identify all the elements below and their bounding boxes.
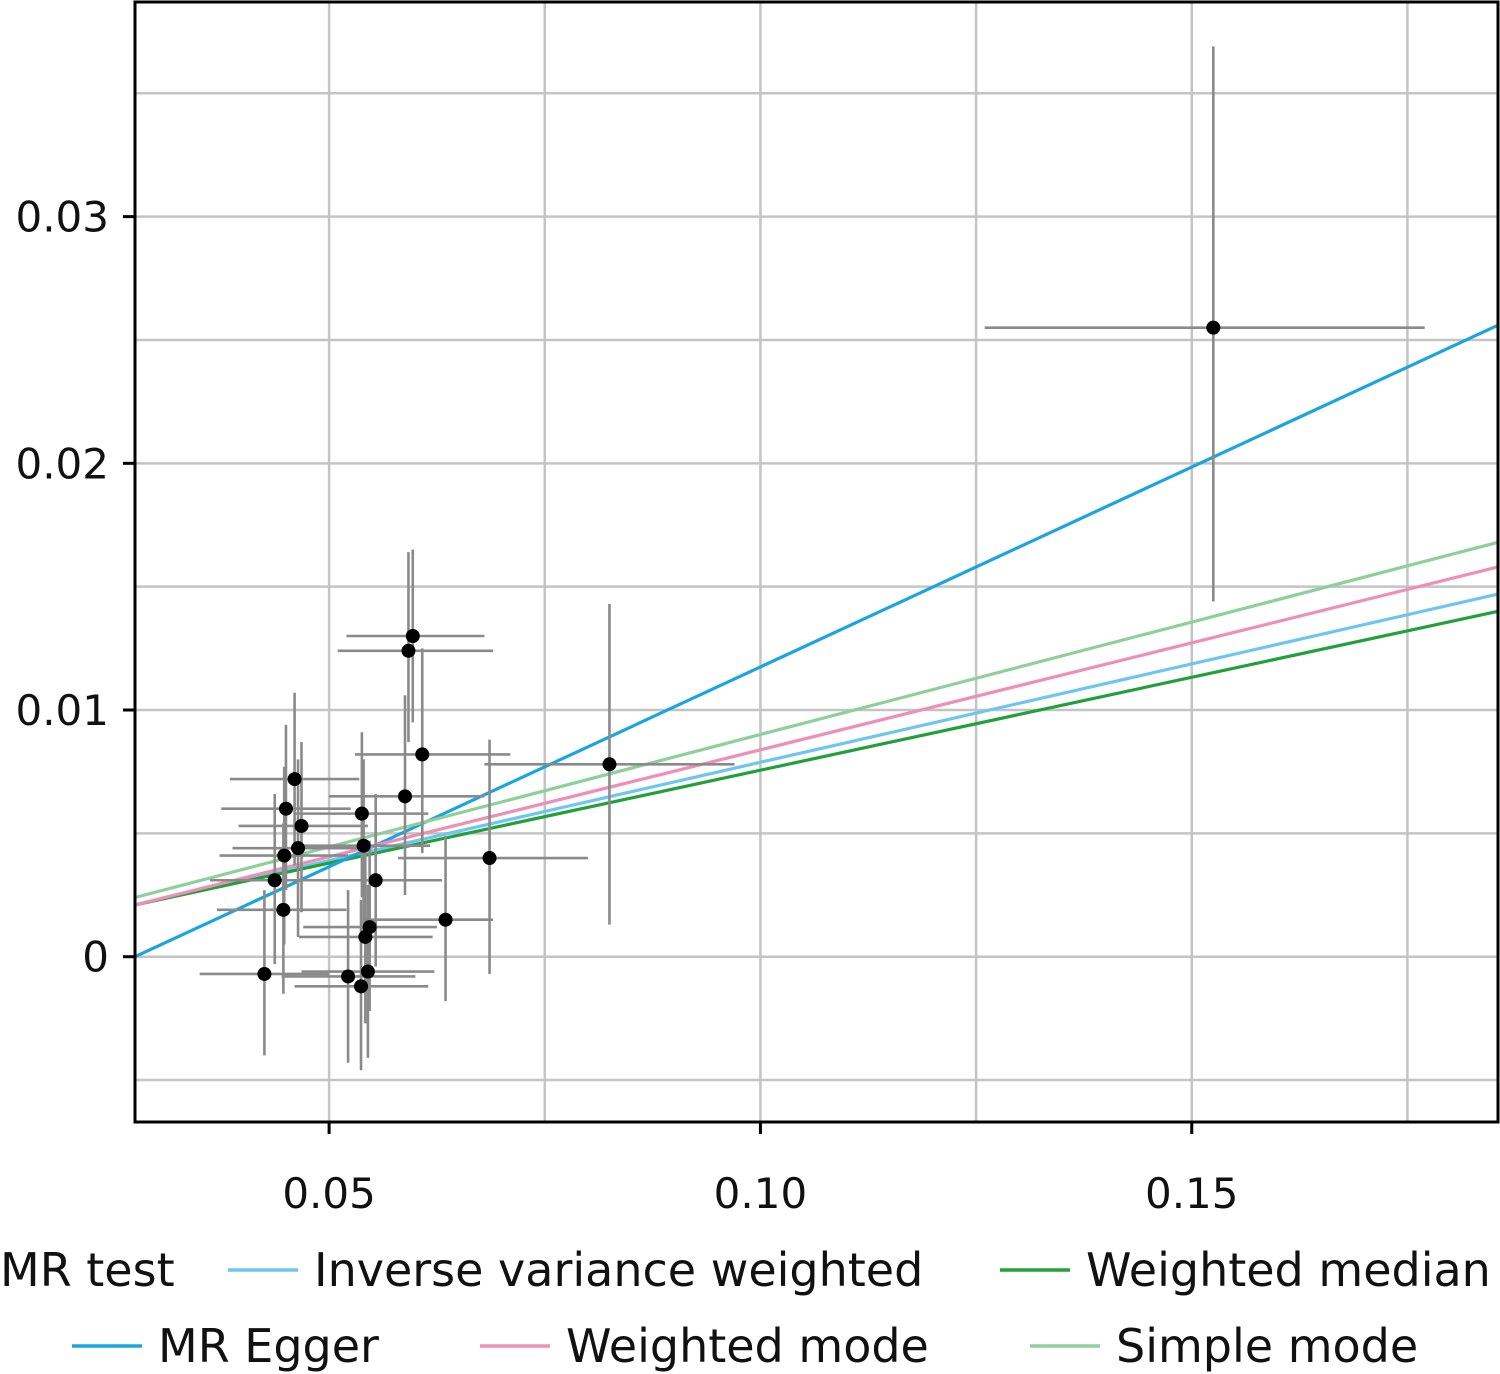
x-tick-label: 0.10 — [714, 1169, 808, 1218]
data-point — [356, 838, 371, 853]
data-point — [1206, 320, 1221, 335]
legend-label-inverse-variance-weighted: Inverse variance weighted — [314, 1243, 923, 1297]
legend-label-weighted-mode: Weighted mode — [566, 1319, 929, 1373]
data-point — [294, 818, 309, 833]
data-point — [358, 929, 373, 944]
data-point — [482, 851, 497, 866]
legend-label-simple-mode: Simple mode — [1116, 1319, 1418, 1373]
data-point — [398, 789, 413, 804]
axes — [123, 0, 1500, 1134]
data-point — [291, 841, 306, 856]
data-point — [354, 806, 369, 821]
y-tick-label: 0.01 — [15, 686, 109, 735]
plot-background — [135, 2, 1498, 1122]
data-point — [287, 772, 302, 787]
data-point — [278, 801, 293, 816]
y-tick-label: 0.02 — [15, 439, 109, 488]
data-point — [341, 969, 356, 984]
tick-labels: 0.05 0.10 0.15 0 0.01 0.02 0.03 — [15, 193, 1238, 1218]
legend-label-mr-egger: MR Egger — [158, 1319, 379, 1373]
data-point — [438, 912, 453, 927]
data-point — [368, 873, 383, 888]
grid-lines — [135, 2, 1498, 1122]
data-points — [257, 320, 1221, 994]
data-point — [257, 966, 272, 981]
data-point — [276, 902, 291, 917]
plot-border — [133, 0, 1500, 1124]
data-point — [267, 873, 282, 888]
data-point — [602, 757, 617, 772]
data-point — [277, 848, 292, 863]
data-point — [405, 629, 420, 644]
data-point — [415, 747, 430, 762]
y-tick-label: 0.03 — [15, 193, 109, 242]
legend-label-weighted-median: Weighted median — [1086, 1243, 1491, 1297]
x-tick-label: 0.05 — [282, 1169, 376, 1218]
data-point — [354, 979, 369, 994]
legend-title: MR test — [0, 1243, 175, 1297]
x-tick-label: 0.15 — [1145, 1169, 1239, 1218]
legend: MR test Inverse variance weighted Weighte… — [0, 1243, 1491, 1373]
y-tick-label: 0 — [82, 933, 109, 982]
data-point — [401, 643, 416, 658]
data-point — [360, 964, 375, 979]
